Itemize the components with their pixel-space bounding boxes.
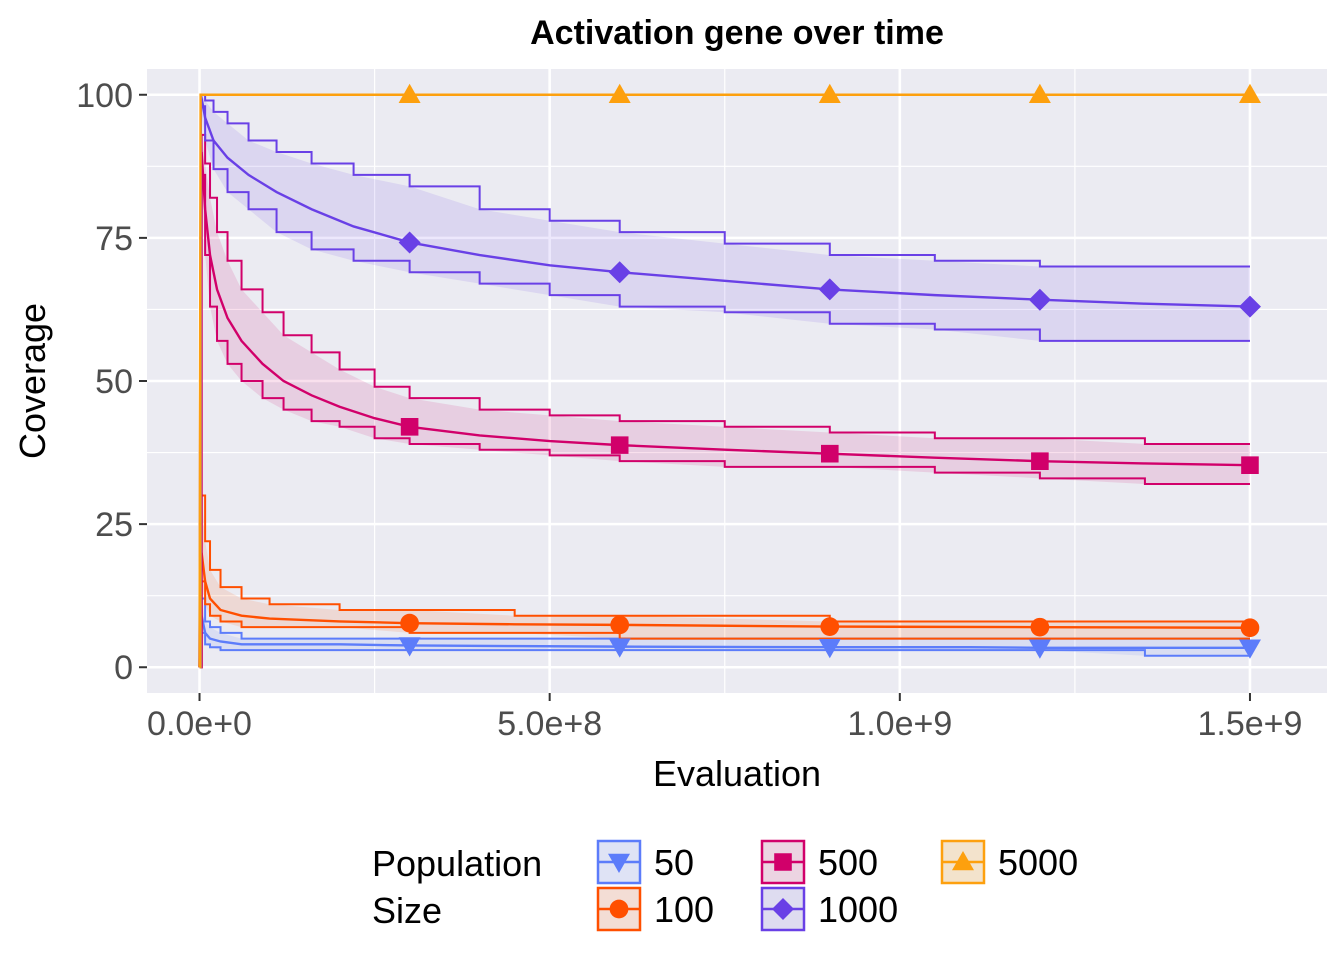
band-lower-1000 xyxy=(199,105,1250,669)
legend: Population Size 50 100 500 1000 5000 xyxy=(372,839,1078,932)
series-lines xyxy=(198,93,1251,669)
y-tick-label: 75 xyxy=(95,220,133,258)
y-tick-label: 100 xyxy=(76,77,133,115)
legend-key-marker xyxy=(952,851,974,871)
point-100 xyxy=(610,615,630,635)
series-markers xyxy=(398,83,1261,659)
point-50 xyxy=(818,638,841,659)
legend-key-marker xyxy=(609,899,629,919)
legend-key-marker xyxy=(774,853,792,871)
legend-item-5000: 5000 xyxy=(940,839,1078,885)
point-5000 xyxy=(1238,83,1261,104)
legend-item-100: 100 xyxy=(596,886,714,932)
band-1000 xyxy=(199,94,1250,668)
band-lower-100 xyxy=(199,580,1250,669)
point-500 xyxy=(400,417,419,436)
y-tick-label: 50 xyxy=(95,363,133,401)
point-500 xyxy=(1031,452,1049,470)
y-axis-title: Coverage xyxy=(12,303,53,459)
legend-key-marker xyxy=(772,898,794,920)
band-lower-500 xyxy=(199,173,1250,669)
legend-label-500: 500 xyxy=(818,842,878,883)
band-500 xyxy=(199,134,1250,668)
chart-title: Activation gene over time xyxy=(530,14,944,52)
y-tick-label: 0 xyxy=(114,649,133,687)
point-100 xyxy=(400,613,419,633)
legend-items: 50 100 500 1000 5000 xyxy=(596,839,1078,932)
x-tick-label: 1.5e+9 xyxy=(1197,705,1302,743)
x-tick-label: 5.0e+8 xyxy=(497,705,602,743)
point-1000 xyxy=(1238,295,1261,318)
band-upper-100 xyxy=(199,494,1250,669)
point-50 xyxy=(1238,639,1261,659)
median-line-5000 xyxy=(198,93,1250,668)
x-axis: 0.0e+0 5.0e+8 1.0e+9 1.5e+9 xyxy=(147,693,1302,743)
median-line-500 xyxy=(198,151,1250,668)
point-100 xyxy=(1030,617,1050,637)
point-5000 xyxy=(608,83,631,104)
point-5000 xyxy=(398,83,421,104)
point-100 xyxy=(1240,618,1260,638)
point-5000 xyxy=(1028,83,1051,104)
legend-title-line2: Size xyxy=(372,890,442,931)
band-upper-500 xyxy=(199,133,1250,669)
median-line-50 xyxy=(198,615,1250,668)
median-line-100 xyxy=(198,552,1250,668)
y-tick-label: 25 xyxy=(95,506,133,544)
point-50 xyxy=(608,638,631,658)
legend-title-line1: Population xyxy=(372,843,542,884)
legend-item-50: 50 xyxy=(596,839,694,885)
band-upper-1000 xyxy=(199,93,1250,669)
x-axis-title: Evaluation xyxy=(653,753,821,794)
x-tick-label: 1.0e+9 xyxy=(847,705,952,743)
point-500 xyxy=(1241,456,1259,474)
point-50 xyxy=(398,637,421,657)
point-50 xyxy=(1028,639,1051,659)
legend-label-100: 100 xyxy=(654,889,714,930)
point-5000 xyxy=(818,83,841,104)
legend-key-marker xyxy=(608,853,630,873)
point-1000 xyxy=(818,278,841,301)
point-100 xyxy=(820,617,840,636)
point-500 xyxy=(820,444,839,463)
band-lower-50 xyxy=(199,631,1250,669)
point-1000 xyxy=(608,261,631,284)
legend-item-1000: 1000 xyxy=(760,886,898,932)
legend-label-50: 50 xyxy=(654,842,694,883)
point-500 xyxy=(610,436,629,454)
legend-item-500: 500 xyxy=(760,839,878,885)
legend-label-1000: 1000 xyxy=(818,889,898,930)
x-tick-label: 0.0e+0 xyxy=(147,705,252,743)
point-1000 xyxy=(398,231,421,254)
point-1000 xyxy=(1028,288,1051,311)
y-axis: 0 25 50 75 100 xyxy=(76,77,147,687)
legend-label-5000: 5000 xyxy=(998,842,1078,883)
